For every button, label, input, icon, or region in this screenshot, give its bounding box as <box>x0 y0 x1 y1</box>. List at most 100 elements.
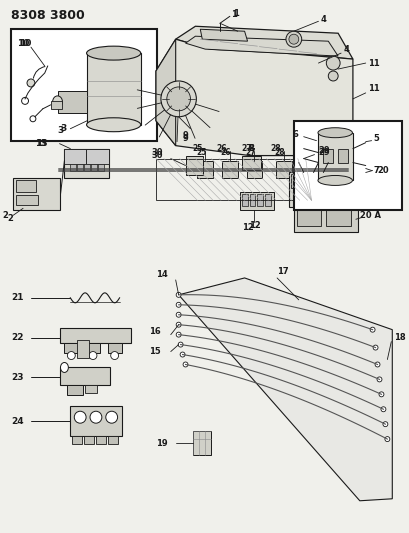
Circle shape <box>378 392 383 397</box>
Ellipse shape <box>52 96 62 108</box>
Bar <box>70 164 76 172</box>
Circle shape <box>176 332 181 337</box>
Bar <box>77 340 89 358</box>
Bar <box>293 121 401 211</box>
Ellipse shape <box>317 128 352 138</box>
Bar <box>98 164 103 172</box>
Bar <box>84 436 94 444</box>
Text: 25: 25 <box>192 144 202 153</box>
Bar <box>16 181 36 192</box>
Circle shape <box>160 81 196 117</box>
Bar <box>67 385 83 395</box>
Text: 29: 29 <box>318 146 329 155</box>
Text: 28: 28 <box>270 144 281 153</box>
Text: 24: 24 <box>11 417 24 426</box>
Bar <box>241 156 261 169</box>
Text: 9: 9 <box>182 134 188 143</box>
Bar <box>57 91 87 113</box>
Bar <box>155 158 311 200</box>
Text: 19: 19 <box>155 439 167 448</box>
Text: 10: 10 <box>19 39 31 47</box>
Circle shape <box>374 362 379 367</box>
Text: 3: 3 <box>61 124 67 133</box>
Text: 4: 4 <box>342 45 348 54</box>
Text: 8: 8 <box>248 144 254 153</box>
Text: 20 A: 20 A <box>359 211 380 220</box>
Text: 25: 25 <box>196 148 206 157</box>
Circle shape <box>90 411 101 423</box>
Text: 30: 30 <box>151 151 162 160</box>
Bar <box>61 328 131 343</box>
Text: 10: 10 <box>17 39 29 47</box>
Ellipse shape <box>317 175 352 185</box>
Text: 16: 16 <box>149 327 160 336</box>
Bar <box>318 133 352 181</box>
Bar <box>337 149 347 163</box>
Bar <box>290 174 320 188</box>
Bar <box>84 164 90 172</box>
Bar <box>86 343 100 352</box>
Text: 18: 18 <box>393 333 405 342</box>
Bar <box>11 29 157 141</box>
Circle shape <box>382 422 387 426</box>
Circle shape <box>176 322 181 327</box>
Text: 13: 13 <box>35 139 47 148</box>
Bar <box>275 160 291 179</box>
Circle shape <box>176 302 181 308</box>
Text: 3: 3 <box>57 126 64 135</box>
Text: 4: 4 <box>320 15 326 24</box>
Circle shape <box>372 345 377 350</box>
Circle shape <box>369 327 374 332</box>
Bar <box>87 53 141 125</box>
Polygon shape <box>155 39 352 156</box>
Bar <box>265 195 270 206</box>
Circle shape <box>74 411 86 423</box>
Circle shape <box>110 352 118 360</box>
Text: 6: 6 <box>292 130 298 139</box>
Text: 11: 11 <box>367 84 378 93</box>
Text: 15: 15 <box>149 347 160 356</box>
Text: 8308 3800: 8308 3800 <box>11 9 85 22</box>
Text: 14: 14 <box>155 270 167 279</box>
Text: 2: 2 <box>7 214 13 223</box>
Text: 22: 22 <box>11 333 24 342</box>
Text: 17: 17 <box>276 268 288 277</box>
Circle shape <box>326 56 339 70</box>
Text: 9: 9 <box>182 131 188 140</box>
Bar <box>108 343 121 352</box>
Bar <box>13 179 61 211</box>
Text: 2: 2 <box>2 211 8 220</box>
Bar <box>197 160 213 179</box>
Bar <box>249 195 255 206</box>
Bar <box>293 207 357 232</box>
Circle shape <box>178 342 183 347</box>
Bar <box>241 195 247 206</box>
Text: 5: 5 <box>373 134 379 143</box>
Bar <box>108 436 117 444</box>
Circle shape <box>384 437 389 441</box>
Bar <box>86 149 108 164</box>
Bar <box>239 192 274 211</box>
Circle shape <box>176 293 181 297</box>
Bar <box>96 436 106 444</box>
Bar <box>64 343 78 352</box>
Circle shape <box>106 411 117 423</box>
Circle shape <box>380 407 385 411</box>
Ellipse shape <box>86 118 140 132</box>
Bar <box>325 174 362 188</box>
Text: 20: 20 <box>377 166 388 175</box>
Text: 8: 8 <box>248 144 254 153</box>
Text: 1: 1 <box>232 9 238 18</box>
Bar <box>72 436 82 444</box>
Text: 23: 23 <box>11 373 24 382</box>
Bar <box>61 367 110 385</box>
Circle shape <box>67 352 75 360</box>
Bar <box>288 173 365 207</box>
Bar <box>326 211 350 226</box>
Text: 29: 29 <box>318 148 329 157</box>
Text: 27: 27 <box>245 148 255 157</box>
Bar <box>64 149 86 164</box>
Circle shape <box>30 116 36 122</box>
Bar <box>296 211 321 226</box>
Text: 26: 26 <box>220 148 231 157</box>
